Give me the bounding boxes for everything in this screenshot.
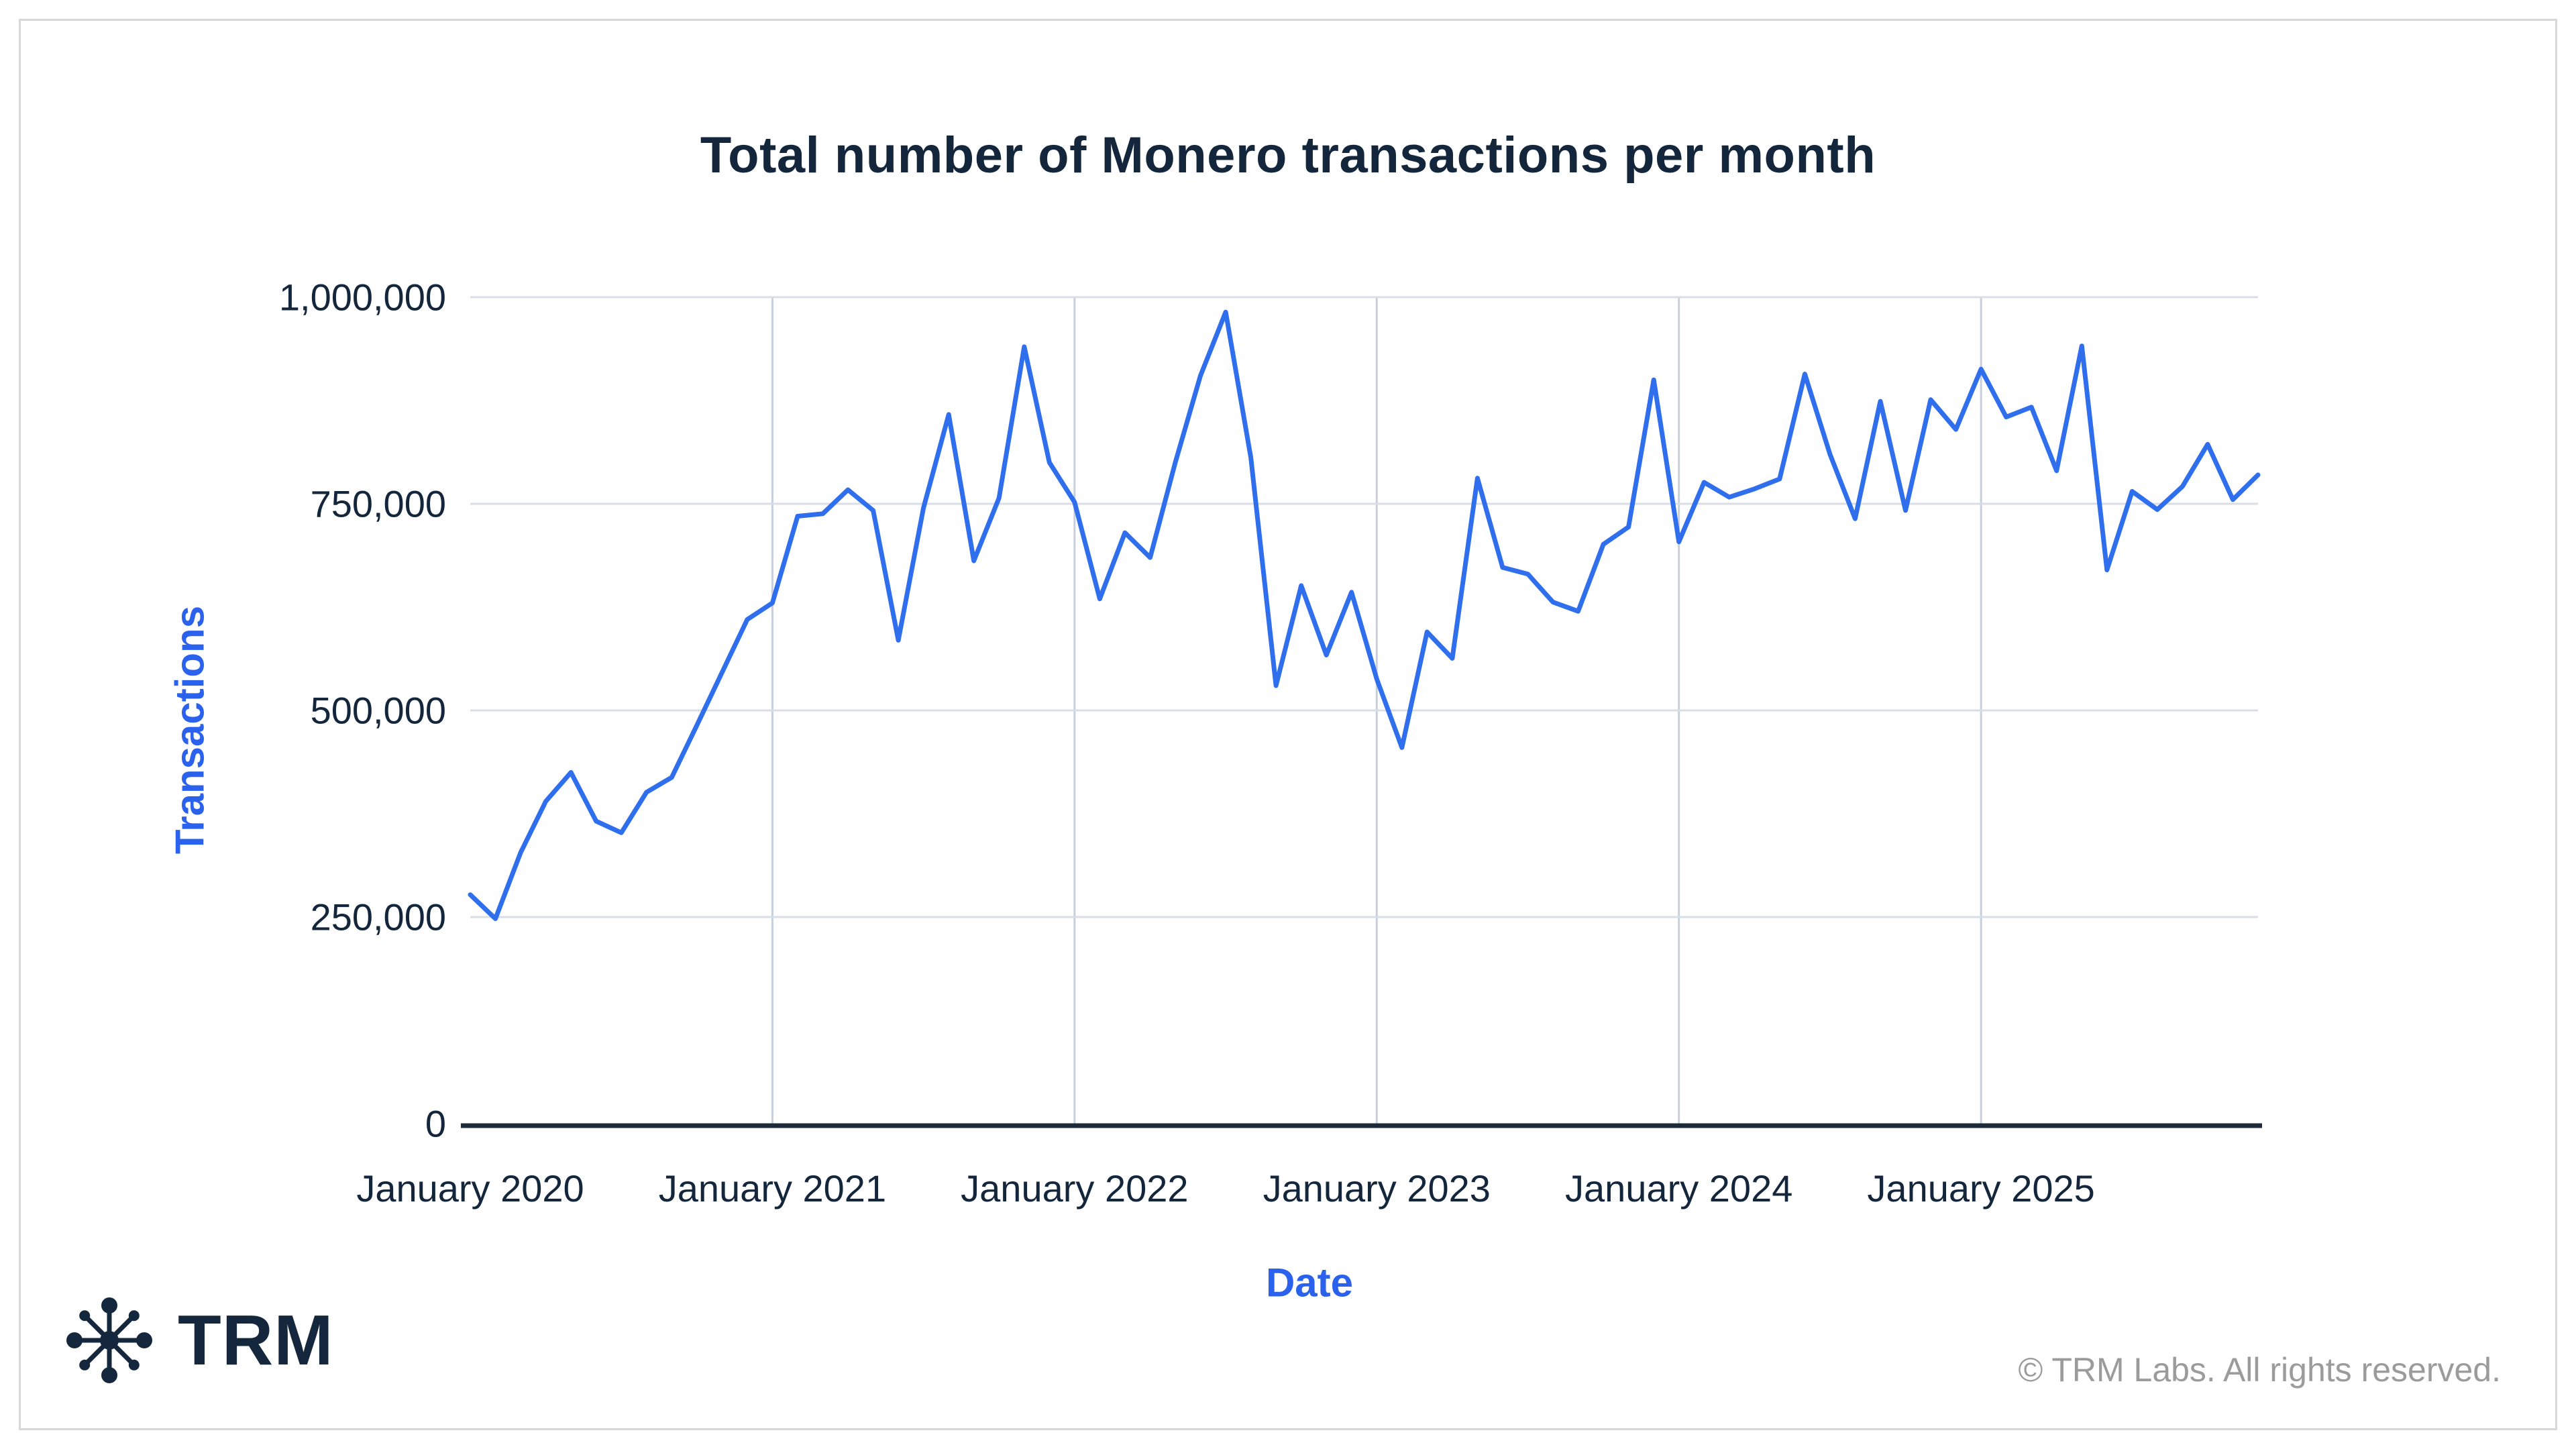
logo-node-dot — [79, 1359, 91, 1371]
x-tick-label-january-2025: January 2025 — [1867, 1167, 2095, 1210]
y-tick-label-0: 0 — [425, 1102, 446, 1145]
transactions-line-series — [468, 309, 2261, 921]
logo-node-dot — [79, 1310, 91, 1322]
x-tick-label-january-2021: January 2021 — [658, 1167, 887, 1210]
logo-node-dot — [66, 1332, 83, 1348]
logo-node-dot — [128, 1359, 140, 1371]
copyright-text: © TRM Labs. All rights reserved. — [2018, 1351, 2501, 1389]
logo-node-dot — [101, 1297, 117, 1313]
y-tick-label-1,000,000: 1,000,000 — [278, 276, 446, 319]
x-tick-label-january-2020: January 2020 — [356, 1167, 584, 1210]
y-tick-label-250,000: 250,000 — [310, 896, 446, 938]
y-axis-title: Transactions — [167, 605, 213, 855]
y-tick-label-750,000: 750,000 — [310, 482, 446, 525]
trm-logo: TRM — [64, 1295, 334, 1386]
x-tick-label-january-2024: January 2024 — [1565, 1167, 1793, 1210]
logo-node-dot — [136, 1332, 152, 1348]
x-tick-label-january-2023: January 2023 — [1263, 1167, 1491, 1210]
trm-logo-icon — [66, 1297, 152, 1383]
card-border — [19, 19, 2557, 1430]
logo-node-dot — [101, 1367, 117, 1383]
trm-logo-text: TRM — [178, 1301, 334, 1380]
x-tick-label-january-2022: January 2022 — [961, 1167, 1189, 1210]
horizontal-gridlines — [470, 296, 2258, 918]
x-axis-title: Date — [1265, 1260, 1354, 1305]
chart-title: Total number of Monero transactions per … — [700, 127, 1876, 184]
logo-node-dot — [128, 1310, 140, 1322]
y-tick-label-500,000: 500,000 — [310, 689, 446, 732]
